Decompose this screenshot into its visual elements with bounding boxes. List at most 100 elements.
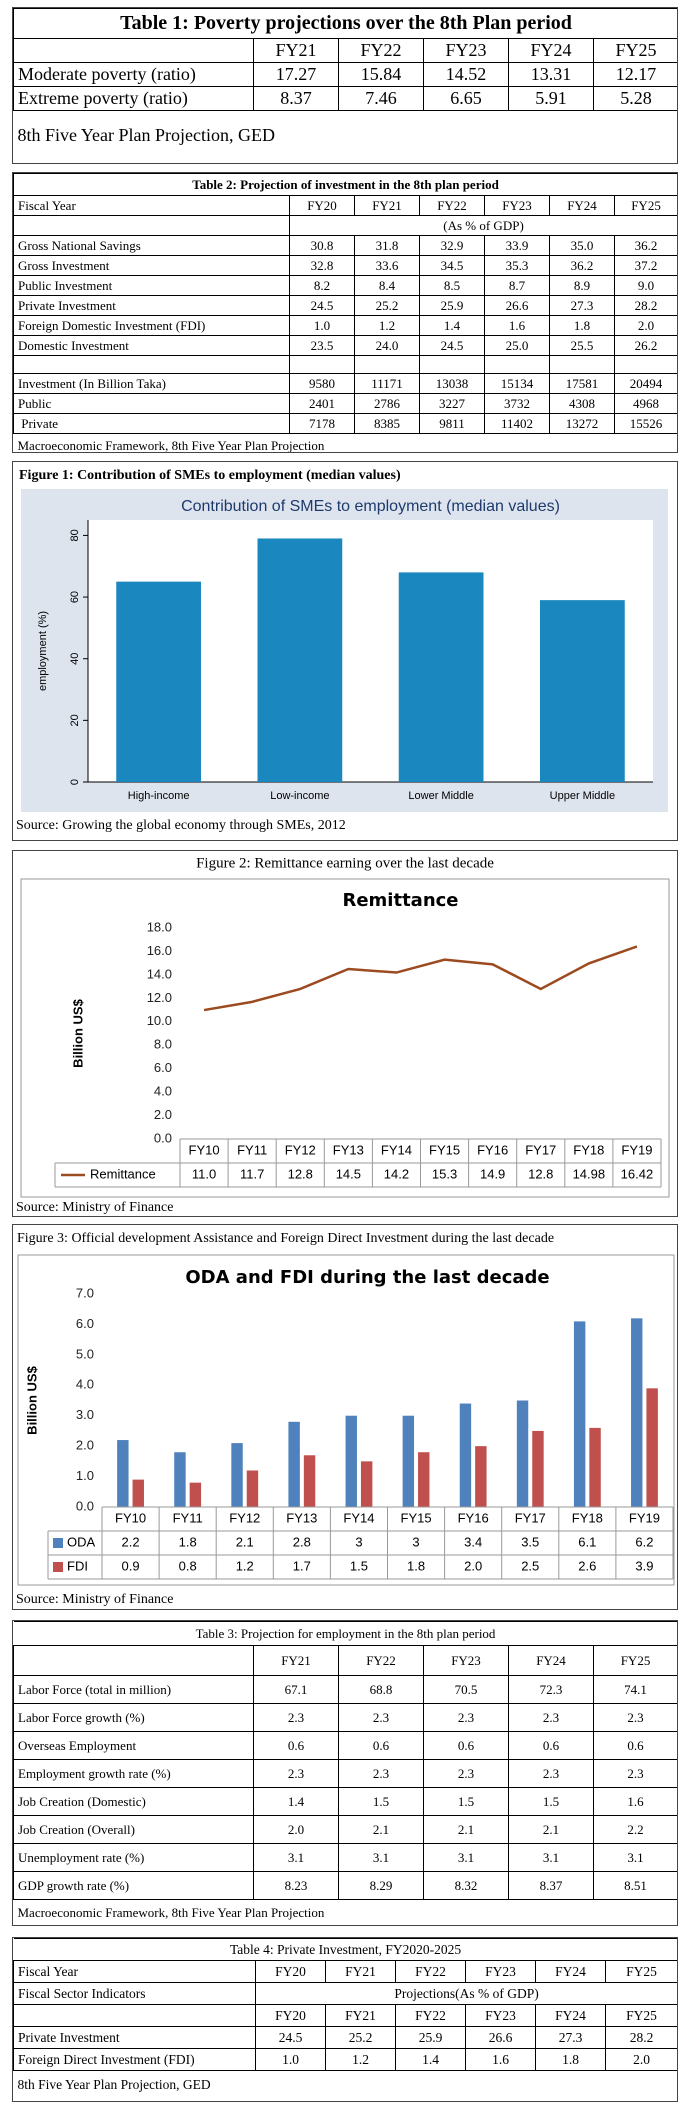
bar — [360, 1461, 373, 1507]
row-label: Fiscal Sector Indicators — [13, 1982, 256, 2005]
table-cell: 3.1 — [423, 1843, 509, 1872]
table-cell: 2786 — [354, 393, 420, 414]
table-cell: 32.8 — [289, 255, 355, 276]
table-row: Foreign Domestic Investment (FDI) 1.0 1.2 1… — [13, 315, 677, 336]
table-cell: 8.37 — [508, 1871, 594, 1900]
table-row: Job Creation (Domestic) 1.4 1.5 1.5 1.5 1.6 — [13, 1787, 677, 1816]
data-label: 3.5 — [521, 1534, 539, 1549]
row-label: Private — [13, 413, 290, 434]
row-label: Investment (In Billion Taka) — [13, 373, 290, 394]
table-row: FY20 FY21 FY22 FY23 FY24 FY25 — [13, 2004, 677, 2027]
column-header: FY22 — [395, 1960, 466, 1983]
table-cell: 23.5 — [289, 335, 355, 356]
table-cell: 8385 — [354, 413, 420, 434]
x-tick-label: Upper Middle — [550, 790, 615, 802]
x-tick-label: FY19 — [621, 1142, 652, 1157]
y-tick-label: 18.0 — [147, 919, 172, 934]
table-cell — [13, 1645, 254, 1676]
chart-title: Remittance — [342, 890, 458, 911]
y-tick-label: 16.0 — [147, 943, 172, 958]
table-cell — [13, 355, 290, 374]
x-tick-label: FY14 — [381, 1142, 412, 1157]
data-label: 0.9 — [122, 1558, 140, 1573]
y-axis-label: employment (%) — [37, 611, 49, 691]
legend-label: ODA — [67, 1534, 96, 1549]
table-row: Table 3: Projection for employment in th… — [13, 1621, 677, 1646]
row-label: Labor Force growth (%) — [13, 1703, 254, 1732]
table-cell: 2.0 — [253, 1815, 339, 1844]
figure-1: Figure 1: Contribution of SMEs to employ… — [12, 461, 678, 841]
table-cell: 34.5 — [419, 255, 485, 276]
bar — [418, 1452, 430, 1507]
x-tick-label: FY11 — [237, 1142, 267, 1157]
table-cell — [354, 355, 420, 374]
table-cell: 2.3 — [253, 1703, 339, 1732]
bar — [231, 1443, 243, 1507]
y-tick-label: 60 — [69, 591, 81, 603]
table-cell: 8.4 — [354, 275, 420, 296]
table-cell: 1.5 — [508, 1787, 594, 1816]
bar — [459, 1403, 472, 1507]
table-cell: 3.1 — [253, 1843, 339, 1872]
table-cell: 2.1 — [423, 1815, 509, 1844]
chart: Figure 1: Contribution of SMEs to employ… — [16, 468, 668, 833]
bar — [345, 1415, 357, 1507]
table-cell: 17581 — [549, 373, 615, 394]
figure-3: Figure 3: Official development Assistanc… — [12, 1224, 678, 1610]
data-label: 14.2 — [384, 1166, 409, 1181]
bar — [288, 1421, 300, 1507]
y-axis-label: Billion US$ — [24, 1365, 39, 1434]
table-cell: 15134 — [484, 373, 550, 394]
table-cell: 2.3 — [253, 1759, 339, 1788]
column-header: FY20 — [255, 2004, 326, 2027]
y-tick-label: 12.0 — [147, 990, 172, 1005]
row-label: Moderate poverty (ratio) — [13, 62, 254, 87]
y-tick-label: 6.0 — [154, 1060, 172, 1075]
table-cell: 1.0 — [255, 2048, 326, 2071]
table-cell: 17.27 — [253, 62, 339, 87]
table-cell: 36.2 — [549, 255, 615, 276]
data-label: 2.6 — [578, 1558, 596, 1573]
table-cell: 72.3 — [508, 1675, 594, 1704]
data-label: 12.8 — [288, 1166, 313, 1181]
figure-2: Figure 2: Remittance earning over the la… — [12, 850, 678, 1217]
table-cell: 2.3 — [338, 1703, 424, 1732]
unit-label: (As % of GDP) — [288, 215, 677, 236]
column-header: FY22 — [338, 38, 424, 63]
bar — [132, 1479, 144, 1507]
table-row: Public Investment 8.2 8.4 8.5 8.7 8.9 9.0 — [13, 275, 677, 296]
table-cell: 7.46 — [338, 86, 424, 111]
table-cell: 67.1 — [253, 1675, 339, 1704]
table-row: (As % of GDP) — [13, 215, 677, 236]
table-cell: 7178 — [289, 413, 355, 434]
y-tick-label: 5.0 — [76, 1346, 94, 1361]
table-cell: 5.91 — [508, 86, 594, 111]
chart-frame — [20, 878, 670, 1198]
table-cell: 1.2 — [354, 315, 420, 336]
x-tick-label: FY17 — [525, 1142, 556, 1157]
table-cell: 1.5 — [338, 1787, 424, 1816]
table-row: Public 2401 2786 3227 3732 4308 4968 — [13, 393, 677, 414]
table-row: Gross National Savings 30.8 31.8 32.9 33.9 35… — [13, 235, 677, 256]
table-cell: 15.84 — [338, 62, 424, 87]
row-label: Overseas Employment — [13, 1731, 254, 1760]
table-row: Table 1: Poverty projections over the 8t… — [13, 8, 677, 39]
table-cell: 15526 — [613, 413, 677, 434]
row-label: Job Creation (Domestic) — [13, 1787, 254, 1816]
column-header: FY24 — [535, 1960, 606, 1983]
column-header: FY20 — [255, 1960, 326, 1983]
y-tick-label: 80 — [69, 529, 81, 541]
figure-caption: Figure 2: Remittance earning over the la… — [196, 855, 494, 871]
column-header: FY23 — [465, 2004, 536, 2027]
row-label: Labor Force (total in million) — [13, 1675, 254, 1704]
table-row: Labor Force growth (%) 2.3 2.3 2.3 2.3 2.3 — [13, 1703, 677, 1732]
y-tick-label: 0 — [69, 779, 81, 785]
table-row: Domestic Investment 23.5 24.0 24.5 25.0 25.5 2… — [13, 335, 677, 356]
table-cell: 1.4 — [419, 315, 485, 336]
table-cell: 35.3 — [484, 255, 550, 276]
table-cell: 9580 — [289, 373, 355, 394]
x-tick-label: FY14 — [343, 1510, 374, 1525]
row-label: Job Creation (Overall) — [13, 1815, 254, 1844]
table-cell: 0.6 — [423, 1731, 509, 1760]
x-tick-label: Low-income — [270, 790, 329, 802]
